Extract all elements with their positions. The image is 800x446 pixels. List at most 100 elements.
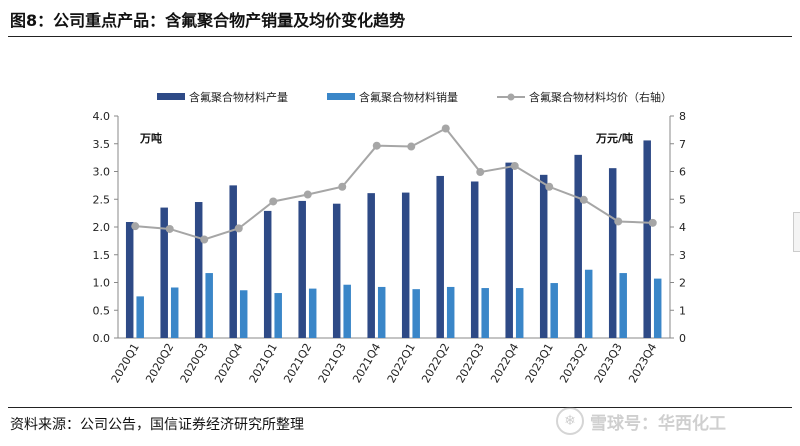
watermark-text: 雪球号：华西化工	[590, 413, 726, 434]
legend-swatch-sales	[327, 93, 355, 100]
legend-label-sales: 含氟聚合物材料销量	[359, 90, 458, 104]
sales-bar	[239, 290, 248, 338]
right-tick-label: 1	[679, 304, 686, 317]
left-tick-label: 4.0	[93, 110, 111, 123]
x-tick-label: 2023Q1	[523, 341, 556, 385]
sales-bar	[584, 269, 593, 338]
production-bar	[401, 192, 410, 338]
production-bar	[160, 207, 168, 338]
x-tick-label: 2023Q3	[592, 341, 625, 385]
price-point	[648, 218, 657, 227]
sales-bar	[619, 273, 627, 338]
x-tick-label: 2022Q4	[488, 341, 521, 385]
price-point	[545, 182, 554, 191]
legend-swatch-production	[157, 93, 185, 100]
right-axis-ticks: 0 1 2 3 4 5 6 7 8	[670, 110, 686, 345]
source-note: 资料来源：公司公告，国信证券经济研究所整理	[10, 417, 304, 433]
figure-title: 图8：公司重点产品：含氟聚合物产销量及均价变化趋势	[10, 11, 406, 30]
sales-bar	[481, 288, 489, 338]
side-scroll-tab[interactable]	[793, 212, 800, 252]
production-bar	[125, 222, 134, 338]
production-bar	[298, 200, 306, 338]
sales-bar	[170, 287, 179, 338]
sales-bar	[343, 284, 351, 338]
title-rule	[8, 36, 792, 37]
price-point	[269, 197, 278, 206]
right-tick-label: 5	[679, 193, 686, 206]
production-bar	[229, 185, 237, 338]
sales-bar	[515, 288, 524, 338]
right-tick-label: 2	[679, 277, 686, 290]
x-tick-label: 2020Q1	[109, 341, 142, 385]
production-bar	[263, 210, 272, 338]
price-series	[131, 124, 657, 244]
x-tick-label: 2022Q3	[454, 341, 487, 385]
price-point	[372, 141, 381, 150]
left-tick-label: 3.5	[93, 138, 111, 151]
production-bar	[539, 174, 548, 338]
price-point	[579, 195, 588, 204]
snowball-logo-icon: ❄	[556, 407, 584, 435]
production-bar	[436, 175, 444, 338]
production-bar	[608, 168, 617, 338]
right-tick-label: 0	[679, 332, 686, 345]
x-tick-label: 2020Q2	[143, 341, 176, 385]
price-point	[200, 235, 209, 244]
sales-bar	[308, 288, 317, 338]
sales-bar	[274, 293, 282, 338]
sales-bar	[205, 273, 213, 338]
left-tick-label: 1.0	[93, 277, 111, 290]
price-point	[165, 224, 174, 233]
price-point	[476, 168, 485, 177]
right-axis-unit: 万元/吨	[595, 131, 633, 145]
legend-label-production: 含氟聚合物材料产量	[189, 90, 288, 104]
sales-bar	[550, 283, 558, 338]
left-axis-unit: 万吨	[139, 131, 162, 145]
price-point	[234, 224, 243, 233]
left-tick-label: 2.5	[93, 193, 111, 206]
left-axis-ticks: 0.0 0.5 1.0 1.5 2.0 2.5 3.0 3.5 4.0	[93, 110, 118, 345]
sales-bar	[377, 286, 386, 338]
x-tick-label: 2021Q1	[247, 341, 280, 385]
right-tick-label: 8	[679, 110, 686, 123]
left-tick-label: 2.0	[93, 221, 111, 234]
bars	[125, 140, 662, 338]
sales-bar	[653, 278, 662, 338]
x-tick-label: 2021Q2	[281, 341, 314, 385]
production-bar	[574, 154, 582, 338]
price-point	[407, 142, 416, 151]
price-point	[510, 161, 519, 170]
production-bar	[194, 202, 203, 338]
sales-bar	[412, 289, 420, 338]
left-tick-label: 3.0	[93, 166, 111, 179]
right-tick-label: 7	[679, 138, 686, 151]
price-point	[303, 190, 312, 199]
x-tick-label: 2021Q3	[316, 341, 349, 385]
source-rule	[8, 407, 792, 408]
x-axis-ticks: 2020Q1 2020Q2 2020Q3 2020Q4 2021Q1 2021Q2 2021…	[109, 341, 660, 385]
price-point	[614, 217, 623, 226]
x-tick-label: 2022Q1	[385, 341, 418, 385]
price-line	[135, 127, 653, 241]
left-tick-label: 0.5	[93, 304, 111, 317]
legend-swatch-price-marker	[507, 93, 515, 101]
production-bar	[643, 140, 651, 338]
left-tick-label: 1.5	[93, 249, 111, 262]
production-bar	[332, 203, 341, 338]
right-tick-label: 6	[679, 166, 686, 179]
price-point	[338, 182, 347, 191]
x-tick-label: 2021Q4	[350, 341, 383, 385]
legend: 含氟聚合物材料产量 含氟聚合物材料销量 含氟聚合物材料均价（右轴）	[157, 90, 672, 104]
price-point	[441, 124, 450, 133]
legend-label-price: 含氟聚合物材料均价（右轴）	[529, 90, 672, 104]
sales-bar	[446, 286, 455, 338]
left-tick-label: 0.0	[93, 332, 111, 345]
x-tick-label: 2020Q3	[178, 341, 211, 385]
production-bar	[505, 162, 513, 338]
chart-svg: 含氟聚合物材料产量 含氟聚合物材料销量 含氟聚合物材料均价（右轴） 万吨 万元/…	[93, 90, 687, 385]
x-tick-label: 2023Q2	[557, 341, 590, 385]
x-tick-label: 2023Q4	[626, 341, 659, 385]
x-tick-label: 2022Q2	[419, 341, 452, 385]
price-point	[131, 222, 140, 231]
x-tick-label: 2020Q4	[212, 341, 245, 385]
